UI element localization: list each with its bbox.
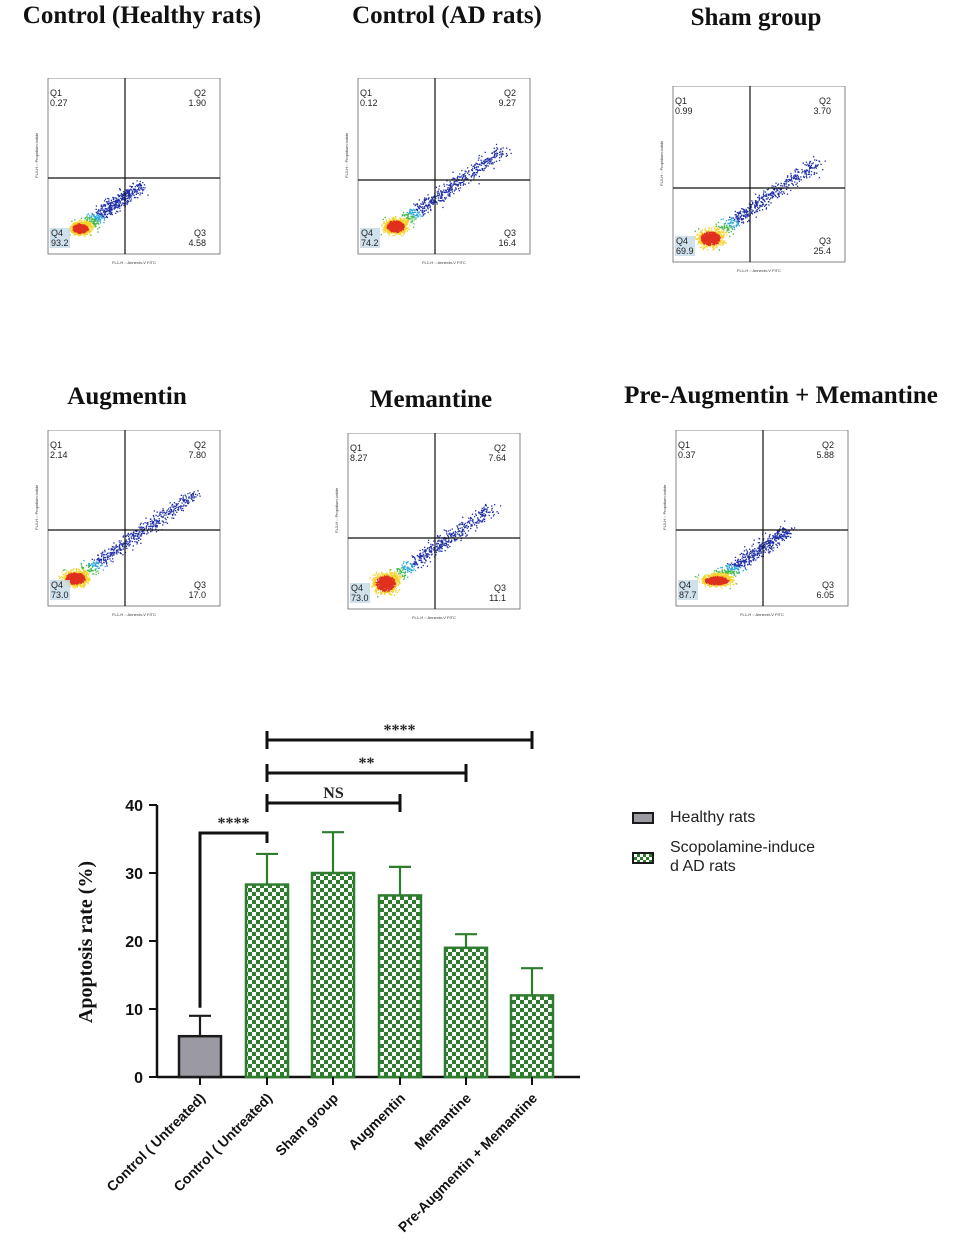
flow-x-axis-label: FL1-H :: Annexin-V FITC	[412, 615, 456, 620]
flow-plot-frame	[347, 433, 521, 610]
panel-title-3: Sham group	[690, 4, 822, 31]
x-tick-label: Pre-Augmentin + Memantine	[395, 1090, 540, 1235]
x-tick-label: Memantine	[411, 1090, 474, 1153]
significance-label: NS	[323, 785, 344, 802]
bar-1	[177, 1034, 223, 1079]
flow-x-axis-label: FL1-H :: Annexin-V FITC	[112, 612, 156, 617]
flow-plot-svg	[47, 78, 221, 255]
y-tick-label: 40	[125, 798, 143, 815]
quadrant-q4-label: Q4 93.2	[50, 228, 70, 248]
flow-plot-svg	[672, 86, 846, 263]
quadrant-q4-label: Q4 73.0	[50, 580, 70, 600]
legend-label-ad: Scopolamine-induce d AD rats	[670, 839, 815, 875]
quadrant-q1-label: Q1 8.27	[350, 443, 368, 463]
panel-title-1: Control (Healthy rats)	[22, 2, 262, 29]
flow-x-axis-label: FL1-H :: Annexin-V FITC	[422, 260, 466, 265]
significance-bracket-2: NS	[265, 785, 402, 812]
quadrant-q2-label: Q2 7.80	[188, 440, 206, 460]
significance-label: ****	[218, 815, 250, 832]
quadrant-q2-label: Q2 7.64	[488, 443, 506, 463]
flow-events	[58, 490, 201, 589]
flow-events	[67, 180, 149, 237]
y-tick-label: 20	[125, 934, 143, 951]
quadrant-q4-label: Q4 73.0	[350, 583, 370, 603]
flow-events	[694, 156, 826, 251]
flow-plot-svg	[347, 433, 521, 610]
significance-bracket-1: ****	[198, 815, 269, 1008]
significance-bracket-4: ****	[265, 722, 534, 749]
bar-2	[244, 883, 290, 1079]
y-tick-label: 10	[125, 1002, 143, 1019]
quadrant-q1-label: Q1 0.99	[675, 96, 693, 116]
x-tick-label: Sham group	[272, 1090, 341, 1159]
quadrant-q3-label: Q3 11.1	[489, 583, 506, 603]
flow-plot-svg	[675, 430, 849, 607]
bar-6	[509, 994, 555, 1079]
quadrant-q4-label: Q4 87.7	[678, 580, 698, 600]
quadrant-q3-label: Q3 25.4	[813, 236, 831, 256]
quadrant-q2-label: Q2 1.90	[188, 88, 206, 108]
flow-events	[694, 520, 796, 590]
quadrant-q3-label: Q3 4.58	[188, 228, 206, 248]
quadrant-q3-label: Q3 16.4	[498, 228, 516, 248]
x-tick-label: Augmentin	[345, 1090, 408, 1153]
quadrant-q2-label: Q2 5.88	[816, 440, 834, 460]
flow-x-axis-label: FL1-H :: Annexin-V FITC	[737, 268, 781, 273]
quadrant-q3-label: Q3 17.0	[188, 580, 206, 600]
quadrant-q1-label: Q1 2.14	[50, 440, 68, 460]
flow-plot-svg	[47, 430, 221, 607]
panel-title-2: Control (AD rats)	[352, 2, 542, 29]
quadrant-q2-label: Q2 3.70	[813, 96, 831, 116]
legend-label-healthy: Healthy rats	[670, 809, 756, 826]
quadrant-q1-label: Q1 0.12	[360, 88, 378, 108]
y-tick-label: 30	[125, 866, 143, 883]
legend-swatch-ad	[632, 852, 654, 864]
bar-5	[443, 946, 489, 1079]
quadrant-q2-label: Q2 9.27	[498, 88, 516, 108]
bar-3	[310, 871, 356, 1079]
quadrant-q3-label: Q3 6.05	[816, 580, 834, 600]
flow-events	[380, 143, 512, 237]
legend-swatch-healthy	[632, 812, 654, 824]
y-tick-label: 0	[134, 1070, 143, 1087]
panel-title-6: Pre-Augmentin + Memantine	[624, 382, 938, 409]
panel-title-5: Memantine	[369, 386, 493, 413]
flow-events	[368, 503, 502, 598]
quadrant-q4-label: Q4 69.9	[675, 236, 695, 256]
quadrant-q4-label: Q4 74.2	[360, 228, 380, 248]
significance-bracket-3: **	[265, 755, 468, 782]
significance-label: **	[359, 755, 375, 772]
flow-x-axis-label: FL1-H :: Annexin-V FITC	[112, 260, 156, 265]
y-axis-label: Apoptosis rate (%)	[75, 861, 97, 1023]
quadrant-q1-label: Q1 0.37	[678, 440, 696, 460]
quadrant-q1-label: Q1 0.27	[50, 88, 68, 108]
flow-x-axis-label: FL1-H :: Annexin-V FITC	[740, 612, 784, 617]
panel-title-4: Augmentin	[67, 383, 187, 410]
bar-4	[377, 894, 423, 1079]
flow-plot-svg	[357, 78, 531, 255]
significance-label: ****	[384, 722, 416, 739]
